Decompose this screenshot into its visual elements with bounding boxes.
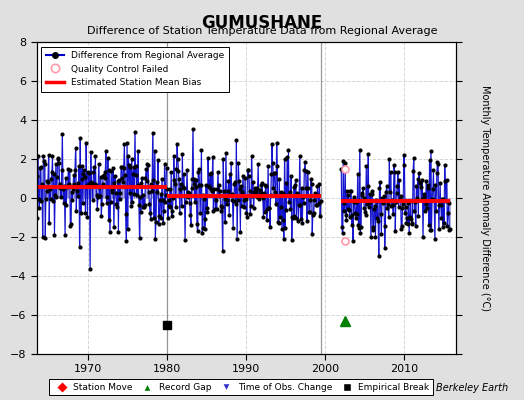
Y-axis label: Monthly Temperature Anomaly Difference (°C): Monthly Temperature Anomaly Difference (… xyxy=(480,85,490,311)
Legend: Difference from Regional Average, Quality Control Failed, Estimated Station Mean: Difference from Regional Average, Qualit… xyxy=(41,46,229,92)
Text: Difference of Station Temperature Data from Regional Average: Difference of Station Temperature Data f… xyxy=(87,26,437,36)
Text: GUMUSHANE: GUMUSHANE xyxy=(201,14,323,32)
Legend: Station Move, Record Gap, Time of Obs. Change, Empirical Break: Station Move, Record Gap, Time of Obs. C… xyxy=(49,379,433,396)
Text: Berkeley Earth: Berkeley Earth xyxy=(436,383,508,393)
